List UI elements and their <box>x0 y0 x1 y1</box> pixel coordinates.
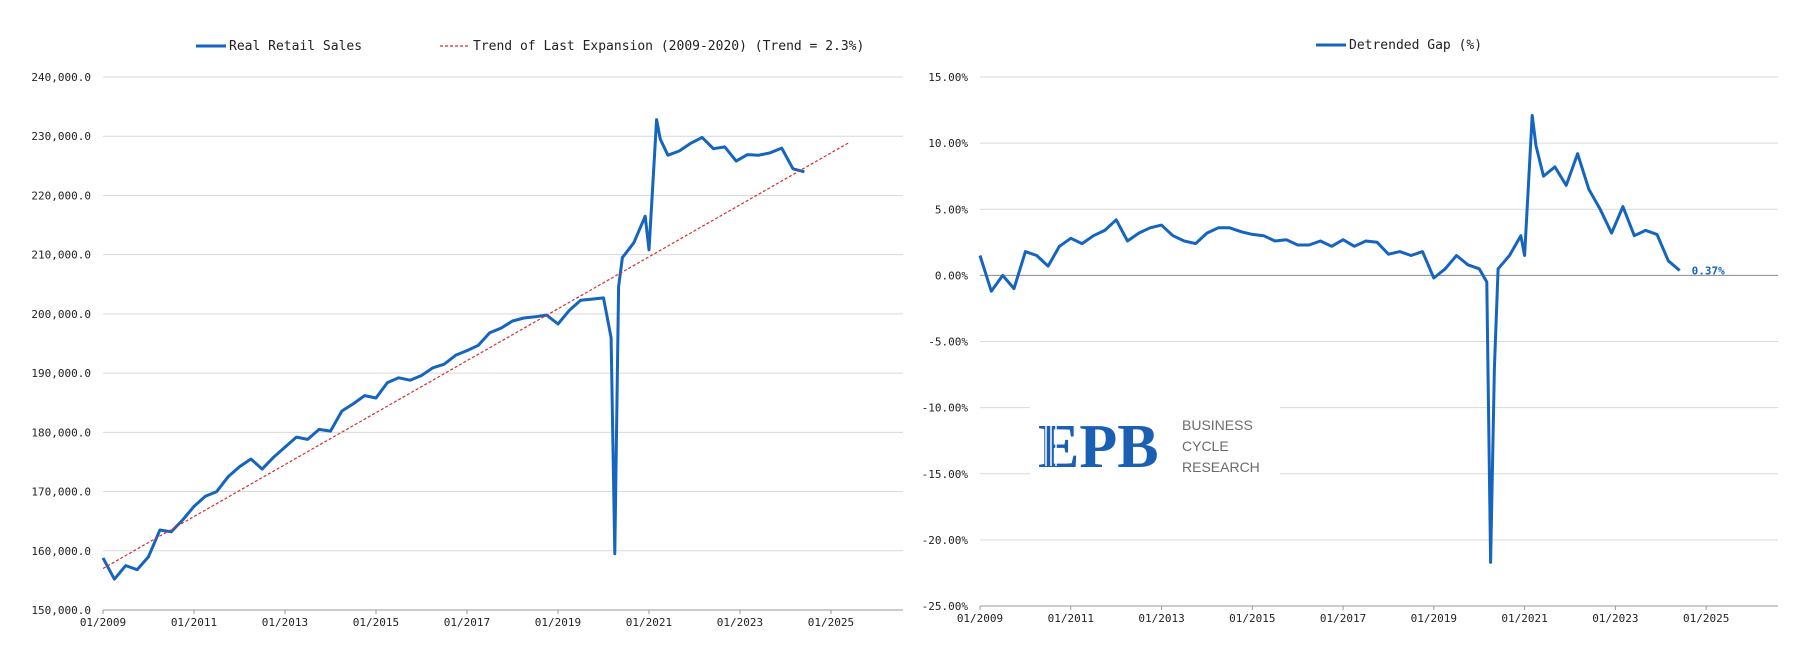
x-tick-label: 01/2025 <box>1683 612 1729 625</box>
y-tick-label: 15.00% <box>928 71 968 84</box>
y-tick-label: 190,000.0 <box>31 367 91 380</box>
y-tick-label: 10.00% <box>928 137 968 150</box>
retail-sales-chart: 240,000.0 230,000.0 220,000.0 210,000.0 200,… <box>31 39 903 629</box>
x-tick-label: 01/2017 <box>444 616 490 629</box>
x-tick-label: 01/2019 <box>535 616 581 629</box>
legend-label: Detrended Gap (%) <box>1349 38 1482 53</box>
y-tick-label: 230,000.0 <box>31 130 91 143</box>
logo-line-cycle: CYCLE <box>1182 438 1229 454</box>
x-tick-label: 01/2011 <box>171 616 217 629</box>
y-tick-label: -15.00% <box>922 468 969 481</box>
trend-line <box>102 141 851 570</box>
y-tick-label: 0.00% <box>935 269 968 282</box>
y-tick-label: 180,000.0 <box>31 426 91 439</box>
y-tick-label: 160,000.0 <box>31 545 91 558</box>
y-tick-label: -5.00% <box>928 336 968 349</box>
x-tick-label: 01/2025 <box>808 616 854 629</box>
x-tick-label: 01/2013 <box>1138 612 1184 625</box>
logo-line-business: BUSINESS <box>1182 417 1253 433</box>
x-tick-label: 01/2013 <box>262 616 308 629</box>
y-tick-label: 170,000.0 <box>31 486 91 499</box>
y-tick-label: 240,000.0 <box>31 71 91 84</box>
y-tick-label: -25.00% <box>922 600 969 613</box>
x-tick-label: 01/2009 <box>80 616 126 629</box>
legend-label: Real Retail Sales <box>229 39 362 54</box>
y-tick-label: 150,000.0 <box>31 604 91 617</box>
x-tick-label: 01/2023 <box>1592 612 1638 625</box>
x-tick-label: 01/2009 <box>957 612 1003 625</box>
x-tick-label: 01/2023 <box>717 616 763 629</box>
y-tick-label: 210,000.0 <box>31 249 91 262</box>
y-tick-label: 200,000.0 <box>31 308 91 321</box>
series-line <box>101 118 805 581</box>
x-tick-label: 01/2011 <box>1048 612 1094 625</box>
x-tick-label: 01/2021 <box>626 616 672 629</box>
epb-logo: EPB BUSINESS CYCLE RESEARCH <box>1030 400 1280 485</box>
x-tick-label: 01/2021 <box>1501 612 1547 625</box>
detrended-gap-chart: 15.00% 10.00% 5.00% 0.00% -5.00% -10.00% -15.0… <box>922 38 1778 625</box>
y-tick-label: -20.00% <box>922 534 969 547</box>
x-tick-label: 01/2015 <box>1229 612 1275 625</box>
logo-line-research: RESEARCH <box>1182 459 1260 475</box>
logo-background <box>1030 400 1280 485</box>
x-tick-label: 01/2015 <box>353 616 399 629</box>
y-tick-label: 5.00% <box>935 203 968 216</box>
legend-label: Trend of Last Expansion (2009-2020) (Tre… <box>473 39 864 54</box>
series-line <box>978 113 1681 564</box>
logo-letters: EPB <box>1038 413 1159 481</box>
x-tick-label: 01/2017 <box>1320 612 1366 625</box>
x-tick-label: 01/2019 <box>1411 612 1457 625</box>
y-tick-label: 220,000.0 <box>31 189 91 202</box>
last-value-label: 0.37% <box>1692 264 1725 277</box>
y-tick-label: -10.00% <box>922 402 969 415</box>
